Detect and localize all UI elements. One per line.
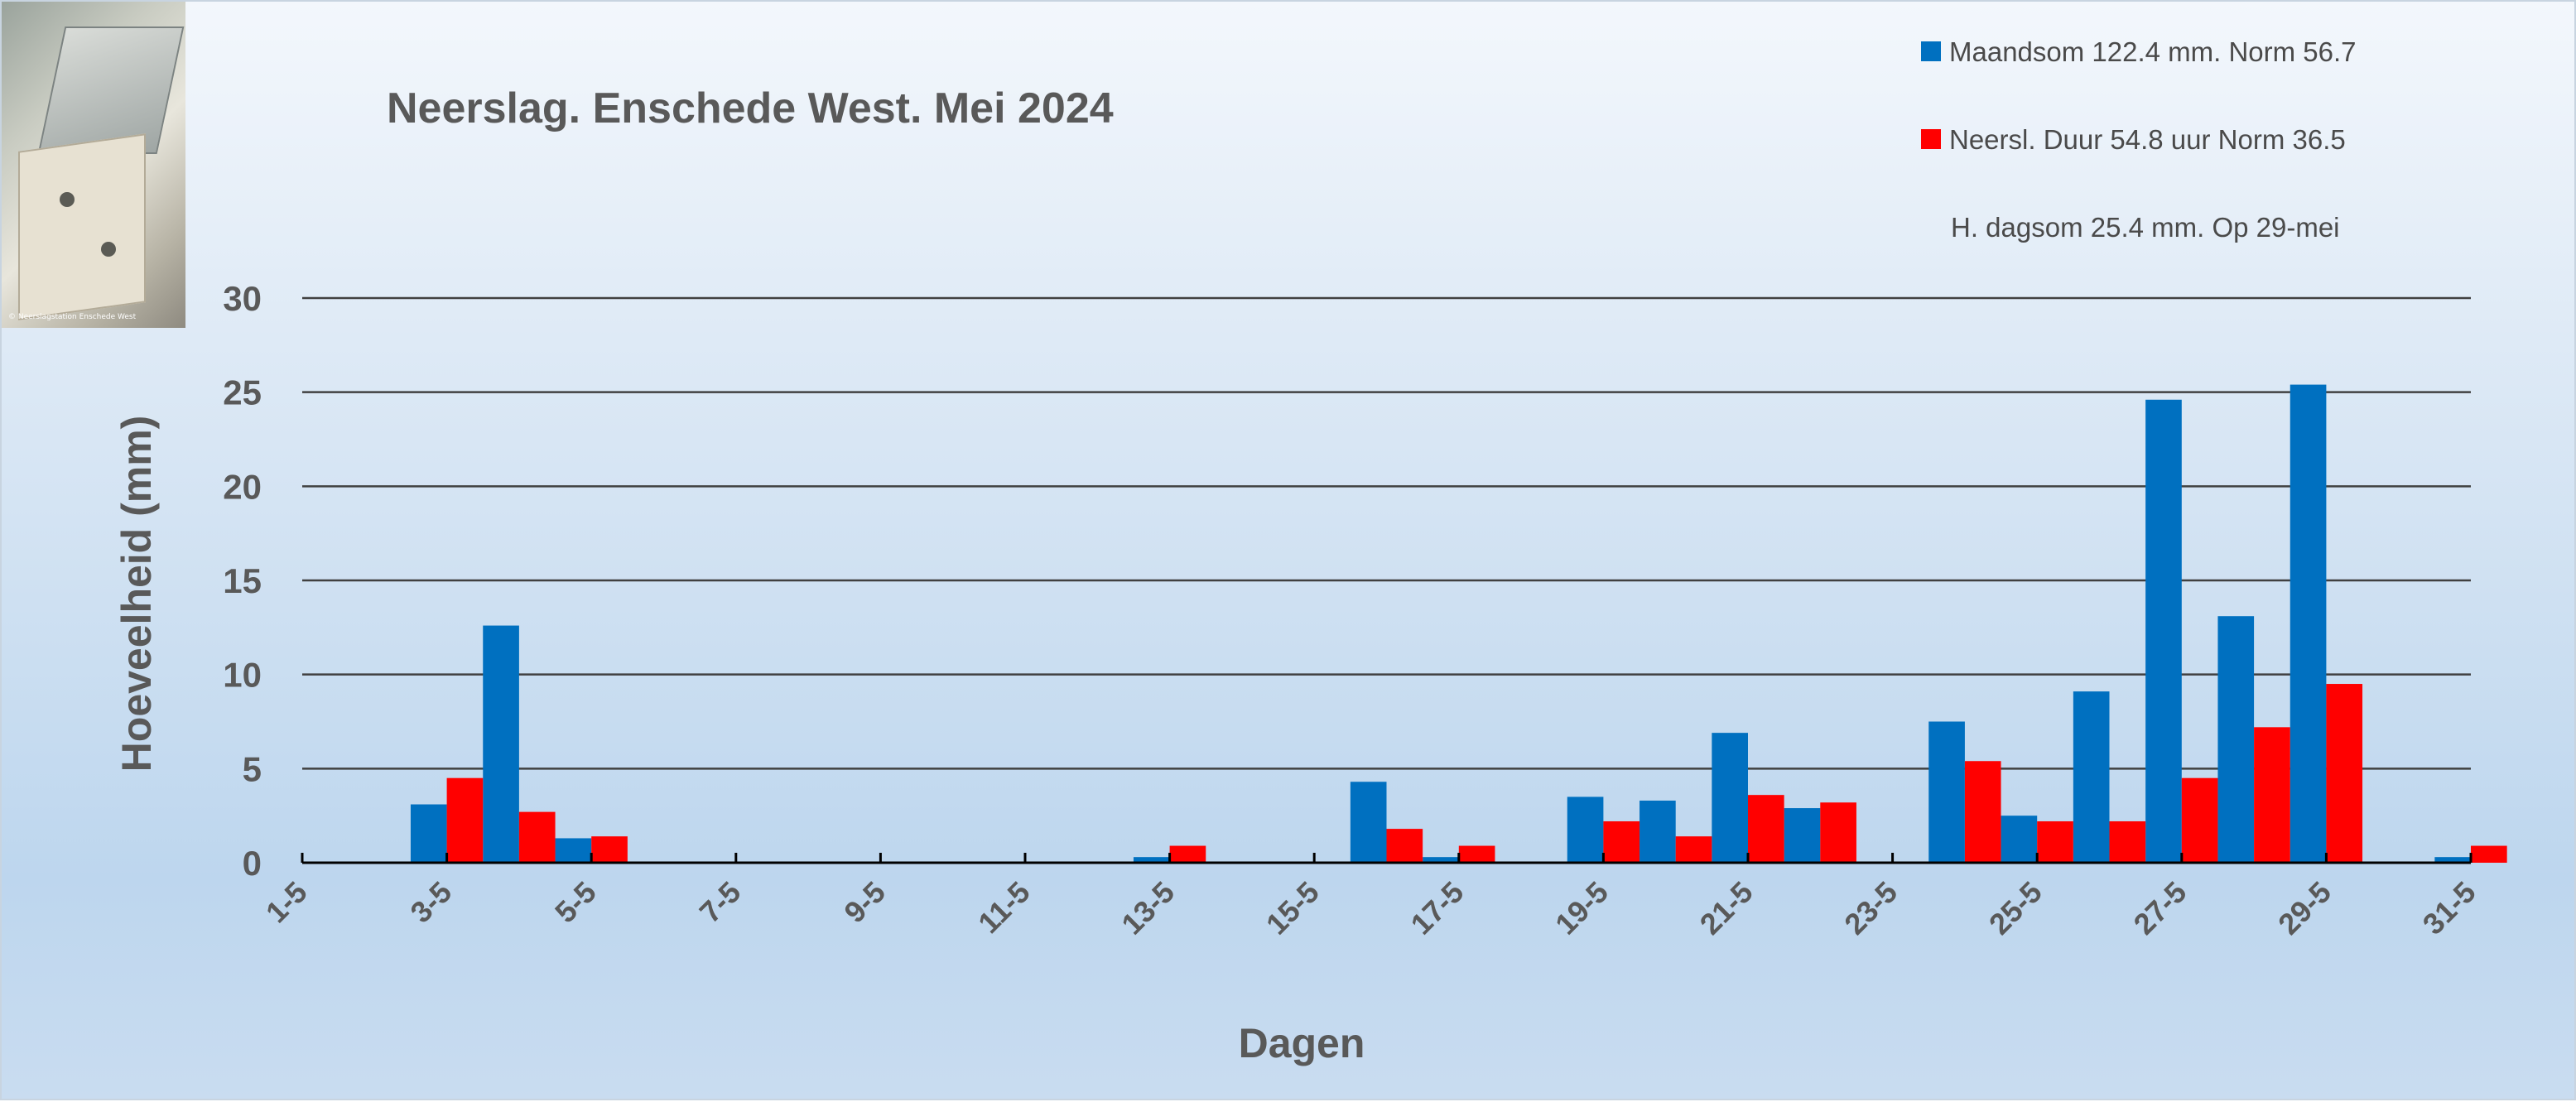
bar-rain bbox=[2434, 857, 2471, 863]
bar-duration bbox=[1675, 836, 1712, 863]
bar-duration bbox=[2037, 820, 2073, 863]
bar-duration bbox=[1169, 845, 1206, 863]
y-axis-label: Hoeveelheid (mm) bbox=[113, 416, 160, 772]
y-tick-label: 0 bbox=[243, 844, 262, 883]
x-tick-label: 11-5 bbox=[971, 875, 1037, 941]
legend-label-duration: Neersl. Duur 54.8 uur Norm 36.5 bbox=[1949, 123, 2346, 155]
bar-rain bbox=[483, 625, 519, 863]
y-tick-label: 5 bbox=[243, 749, 262, 788]
legend-max-day-note: H. dagsom 25.4 mm. Op 29-mei bbox=[1951, 211, 2340, 243]
legend-label-rain: Maandsom 122.4 mm. Norm 56.7 bbox=[1949, 36, 2357, 67]
bar-rain bbox=[555, 838, 592, 863]
x-tick-label: 19-5 bbox=[1548, 875, 1615, 941]
x-tick-label: 31-5 bbox=[2416, 875, 2482, 941]
legend-swatch-red bbox=[1921, 129, 1941, 149]
bar-duration bbox=[2326, 684, 2363, 863]
bar-rain bbox=[1350, 782, 1387, 863]
x-tick-label: 27-5 bbox=[2127, 875, 2193, 941]
bar-rain bbox=[1639, 800, 1676, 863]
legend: Maandsom 122.4 mm. Norm 56.7 Neersl. Duu… bbox=[1921, 35, 2567, 243]
y-axis-ticks: 0 5 10 15 20 25 30 bbox=[223, 279, 262, 883]
legend-swatch-blue bbox=[1921, 41, 1941, 61]
gridlines bbox=[302, 296, 2471, 770]
bar-duration bbox=[1458, 845, 1495, 863]
x-tick-label: 15-5 bbox=[1259, 875, 1326, 941]
x-tick-label: 1-5 bbox=[259, 875, 314, 930]
x-tick-label: 13-5 bbox=[1115, 875, 1181, 941]
bar-duration bbox=[518, 811, 556, 863]
x-tick-label: 3-5 bbox=[403, 875, 458, 930]
bar-duration bbox=[2254, 727, 2290, 863]
bar-rain bbox=[2145, 399, 2182, 863]
y-tick-label: 10 bbox=[223, 656, 262, 695]
bar-rain bbox=[2217, 616, 2255, 863]
bar-rain bbox=[1928, 721, 1965, 863]
y-tick-label: 25 bbox=[223, 373, 262, 412]
bar-duration bbox=[446, 777, 484, 863]
x-axis-ticks: 1-5 3-5 5-5 7-5 9-5 11-5 13-5 15-5 17-5 19-5 21-5 2… bbox=[259, 853, 2482, 941]
chart-title: Neerslag. Enschede West. Mei 2024 bbox=[387, 84, 1114, 132]
bar-duration bbox=[2471, 845, 2507, 863]
bar-duration bbox=[2109, 820, 2146, 863]
bolt-icon bbox=[101, 242, 116, 257]
bar-rain bbox=[2073, 691, 2110, 863]
x-tick-label: 5-5 bbox=[548, 875, 603, 930]
bar-rain bbox=[410, 804, 447, 863]
y-tick-label: 20 bbox=[223, 467, 262, 506]
bar-rain bbox=[2290, 384, 2327, 863]
bar-duration bbox=[591, 836, 628, 863]
bar-duration bbox=[2181, 777, 2218, 863]
x-tick-label: 7-5 bbox=[693, 875, 748, 930]
y-tick-label: 15 bbox=[223, 561, 262, 600]
legend-entry-duration: Neersl. Duur 54.8 uur Norm 36.5 bbox=[1921, 123, 2567, 156]
bar-rain bbox=[1423, 857, 1459, 863]
bar-duration bbox=[1820, 802, 1856, 863]
photo-caption: © Neerslagstation Enschede West bbox=[8, 313, 137, 321]
bolt-icon bbox=[60, 192, 75, 207]
bar-rain bbox=[1567, 796, 1604, 863]
x-tick-label: 29-5 bbox=[2271, 875, 2338, 941]
legend-entry-rain: Maandsom 122.4 mm. Norm 56.7 bbox=[1921, 35, 2567, 68]
bar-rain bbox=[1133, 857, 1170, 863]
bar-duration bbox=[1748, 795, 1784, 863]
bar-rain bbox=[1712, 733, 1748, 863]
bar-rain bbox=[2001, 816, 2038, 863]
y-tick-label: 30 bbox=[223, 279, 262, 318]
x-tick-label: 9-5 bbox=[837, 875, 892, 930]
bar-duration bbox=[1386, 829, 1423, 863]
bar-rain bbox=[1784, 808, 1821, 863]
x-tick-label: 25-5 bbox=[1982, 875, 2049, 941]
x-tick-label: 23-5 bbox=[1837, 875, 1904, 941]
rain-gauge-photo: © Neerslagstation Enschede West bbox=[2, 2, 185, 328]
x-tick-label: 21-5 bbox=[1693, 875, 1760, 941]
bar-duration bbox=[1964, 761, 2001, 863]
x-tick-label: 17-5 bbox=[1404, 875, 1471, 941]
bars bbox=[410, 384, 2507, 863]
x-axis-label: Dagen bbox=[1239, 1020, 1365, 1066]
bar-duration bbox=[1603, 820, 1640, 863]
